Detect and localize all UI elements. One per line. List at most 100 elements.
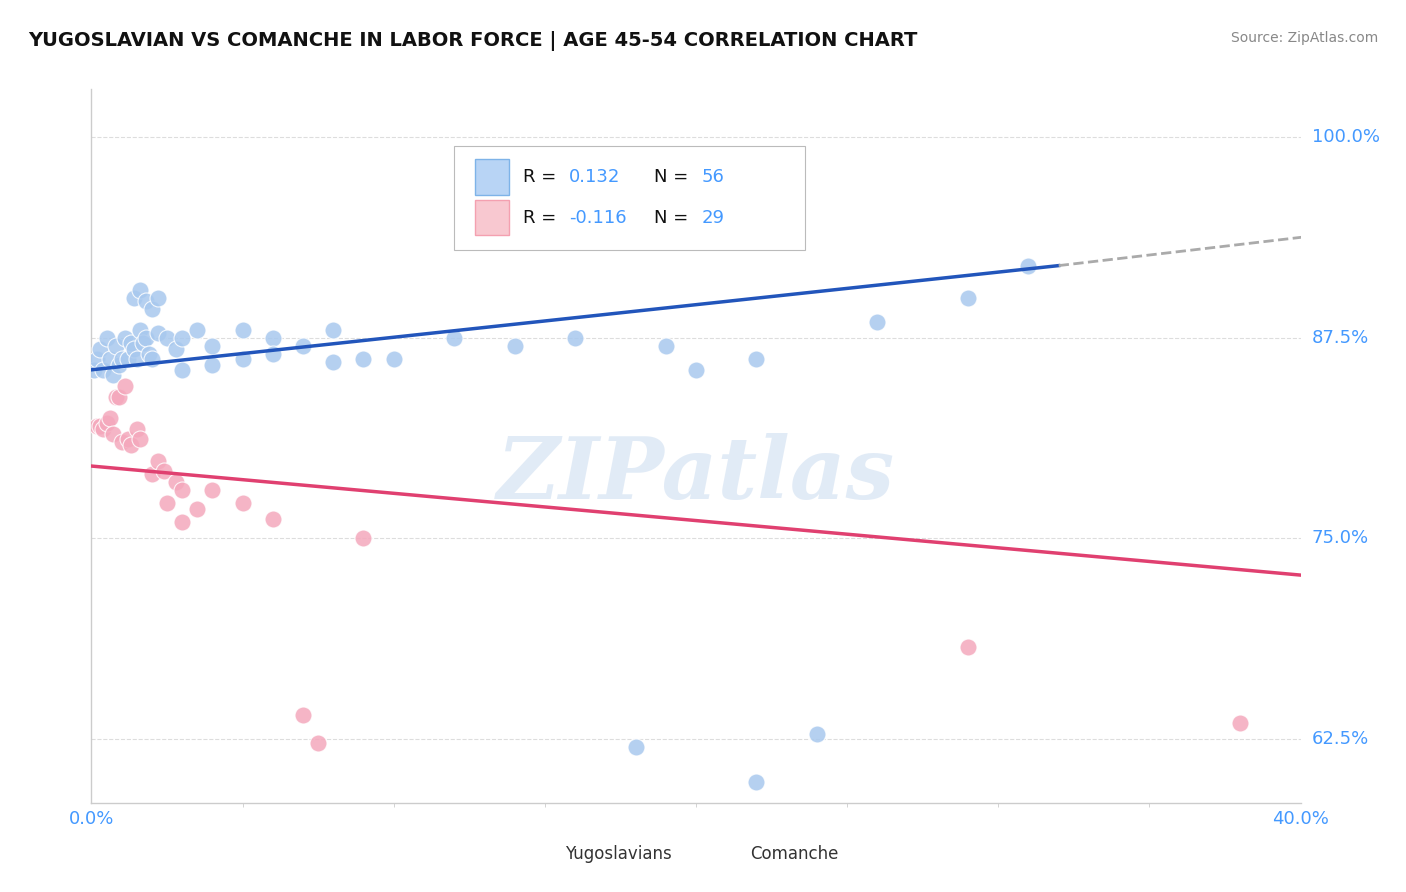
Point [201,358,224,372]
Point [186,323,208,337]
Point [153,464,176,478]
Point [172,483,194,497]
Point [98,411,121,425]
Point [231,323,253,337]
Point [89,342,111,356]
Point [165,342,187,356]
Point [83,363,105,377]
Point [382,351,405,366]
Point [128,283,150,297]
Point [186,502,208,516]
Point [146,326,169,340]
Point [172,363,194,377]
Point [262,512,284,526]
Text: R =: R = [523,168,562,186]
Point [86,351,108,366]
Text: 87.5%: 87.5% [1312,329,1369,347]
Point [128,323,150,337]
Text: N =: N = [654,168,693,186]
Point [262,347,284,361]
Text: 29: 29 [702,209,725,227]
Point [322,323,344,337]
Point [114,379,136,393]
Text: 62.5%: 62.5% [1312,730,1369,747]
Point [352,351,374,366]
Point [156,496,179,510]
Point [89,419,111,434]
Point [98,351,121,366]
Point [125,351,148,366]
Point [101,427,124,442]
Text: R =: R = [523,209,562,227]
FancyBboxPatch shape [454,146,804,250]
FancyBboxPatch shape [717,841,744,867]
Text: YUGOSLAVIAN VS COMANCHE IN LABOR FORCE | AGE 45-54 CORRELATION CHART: YUGOSLAVIAN VS COMANCHE IN LABOR FORCE |… [28,31,918,51]
Point [146,454,169,468]
Point [654,339,676,353]
Point [201,339,224,353]
Point [122,291,145,305]
Point [564,331,586,345]
Point [107,390,129,404]
Point [201,483,224,497]
Point [624,739,647,754]
Point [146,291,169,305]
Point [141,351,163,366]
Text: 75.0%: 75.0% [1312,529,1369,547]
Point [806,727,828,741]
Point [96,416,118,430]
Point [352,531,374,545]
Point [956,640,979,655]
Point [231,351,253,366]
Text: 56: 56 [702,168,725,186]
Point [1229,715,1251,730]
Point [128,432,150,446]
Text: Comanche: Comanche [751,846,839,863]
Point [503,339,526,353]
Point [107,358,129,372]
Point [120,335,142,350]
FancyBboxPatch shape [475,200,509,235]
Point [307,736,329,750]
Point [101,368,124,382]
Point [172,331,194,345]
Point [165,475,187,489]
Point [122,342,145,356]
Text: 0.132: 0.132 [569,168,620,186]
Text: -0.116: -0.116 [569,209,627,227]
Point [104,390,127,404]
Point [956,291,979,305]
Point [104,339,127,353]
Point [111,351,132,366]
Point [156,331,179,345]
Point [745,775,768,789]
Point [322,355,344,369]
Point [114,331,136,345]
Point [138,347,160,361]
Text: N =: N = [654,209,693,227]
Point [172,515,194,529]
Point [96,331,118,345]
Point [111,435,132,450]
Text: ZIPatlas: ZIPatlas [496,433,896,516]
Point [93,422,115,436]
Point [866,315,889,329]
Text: 100.0%: 100.0% [1312,128,1379,146]
Point [117,432,139,446]
Point [141,301,163,316]
Point [117,351,139,366]
Point [86,419,108,434]
Point [443,331,465,345]
Point [1018,259,1040,273]
Point [120,438,142,452]
Point [231,496,253,510]
Point [745,351,768,366]
Point [93,363,115,377]
Point [292,707,315,722]
FancyBboxPatch shape [533,841,560,867]
Text: Yugoslavians: Yugoslavians [565,846,672,863]
FancyBboxPatch shape [475,159,509,194]
Point [141,467,163,481]
Point [125,422,148,436]
Point [135,331,157,345]
